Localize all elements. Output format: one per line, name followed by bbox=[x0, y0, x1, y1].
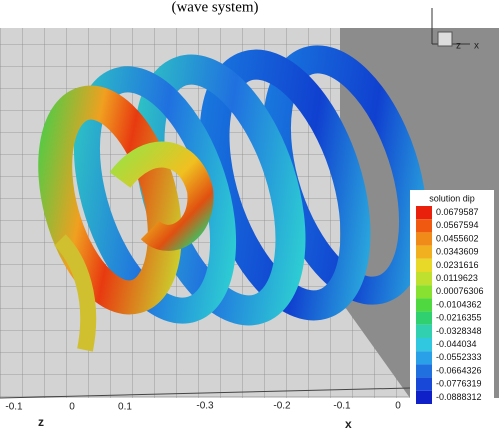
colorbar-label: 0.0567594 bbox=[436, 220, 479, 230]
triad-box bbox=[438, 32, 452, 46]
z-tick-label: 0.1 bbox=[118, 402, 132, 413]
z-tick-label: -0.1 bbox=[5, 402, 23, 413]
x-tick-label: 0 bbox=[395, 401, 401, 412]
colorbar-label: -0.0552333 bbox=[436, 352, 482, 362]
caption: (wave system) bbox=[171, 0, 258, 15]
x-axis-label: x bbox=[345, 417, 352, 431]
colorbar-label: 0.0119623 bbox=[436, 273, 478, 283]
colorbar-band bbox=[416, 232, 432, 245]
colorbar-label: 0.0679587 bbox=[436, 207, 479, 217]
colorbar-label: 0.0231616 bbox=[436, 260, 479, 270]
colorbar-band bbox=[416, 206, 432, 219]
colorbar-band bbox=[416, 219, 432, 232]
colorbar-band bbox=[416, 378, 432, 391]
colorbar-band bbox=[416, 391, 432, 404]
x-tick-label: -0.1 bbox=[333, 401, 351, 412]
colorbar-label: -0.0664326 bbox=[436, 365, 482, 375]
colorbar-label: -0.0888312 bbox=[436, 392, 482, 402]
z-axis-label: z bbox=[38, 415, 44, 429]
colorbar-label: -0.0104362 bbox=[436, 299, 482, 309]
colorbar-label: 0.0343609 bbox=[436, 247, 479, 257]
colorbar-title: solution dip bbox=[429, 193, 475, 203]
colorbar-label: -0.0216355 bbox=[436, 313, 482, 323]
x-tick-label: -0.2 bbox=[273, 401, 291, 412]
colorbar-band bbox=[416, 351, 432, 364]
colorbar-band bbox=[416, 246, 432, 259]
colorbar-band bbox=[416, 285, 432, 298]
colorbar-label: 0.00076306 bbox=[436, 286, 484, 296]
colorbar-label: -0.0328348 bbox=[436, 326, 482, 336]
visualization: z x (wave system) solution dip 0.0679587… bbox=[0, 0, 499, 434]
triad-x: x bbox=[474, 41, 479, 52]
colorbar-band bbox=[416, 312, 432, 325]
colorbar-band bbox=[416, 338, 432, 351]
colorbar-band bbox=[416, 259, 432, 272]
colorbar-band bbox=[416, 364, 432, 377]
triad-z: z bbox=[456, 41, 461, 52]
colorbar-label: 0.0455602 bbox=[436, 233, 479, 243]
colorbar-band bbox=[416, 272, 432, 285]
colorbar: 0.0679587 0.0567594 0.0455602 0.0343609 0.02… bbox=[416, 206, 484, 404]
colorbar-label: -0.0776319 bbox=[436, 379, 482, 389]
x-tick-label: -0.3 bbox=[196, 401, 214, 412]
colorbar-label: -0.044034 bbox=[436, 339, 477, 349]
z-tick-label: 0 bbox=[69, 402, 75, 413]
colorbar-band bbox=[416, 298, 432, 311]
page: {"caption": "(wave system)", "triad": {"… bbox=[0, 0, 499, 434]
colorbar-band bbox=[416, 325, 432, 338]
